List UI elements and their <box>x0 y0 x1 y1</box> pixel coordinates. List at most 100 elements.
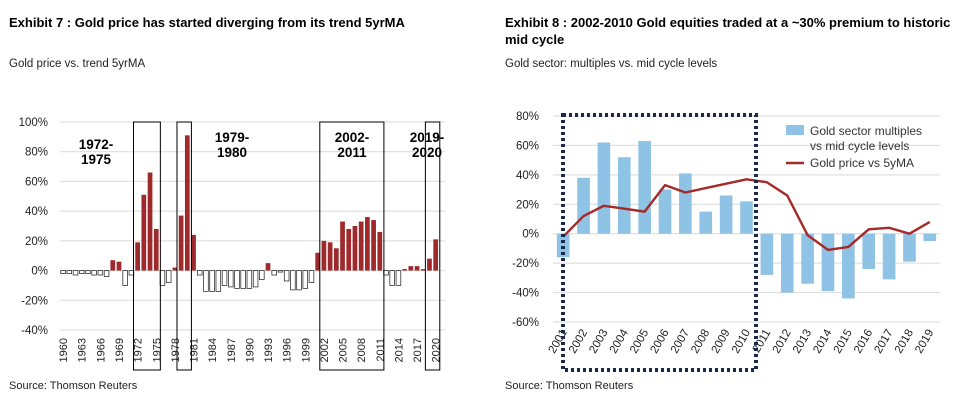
right-bar <box>658 189 672 234</box>
left-y-tick-label: 80% <box>25 147 48 159</box>
left-bar <box>197 270 203 276</box>
right-y-tick-label: -20% <box>512 258 539 270</box>
left-bar <box>365 217 370 271</box>
left-period-box <box>133 121 161 371</box>
right-bar <box>679 173 692 234</box>
left-x-tick-label: 1987 <box>226 338 238 362</box>
left-bar <box>302 270 308 289</box>
left-bar <box>265 263 271 271</box>
left-bar <box>72 270 79 276</box>
right-bar <box>556 233 570 258</box>
left-bar <box>433 239 439 271</box>
left-x-tick-label: 2011 <box>375 338 387 362</box>
right-bar <box>597 142 611 234</box>
left-bar <box>271 270 277 276</box>
left-x-tick-label: 1981 <box>189 338 201 362</box>
left-period-label: 1979- <box>215 130 250 145</box>
left-period-label: 1975 <box>81 152 112 167</box>
right-source: Source: Thomson Reuters <box>505 380 634 392</box>
left-x-tick-label: 1993 <box>263 338 275 362</box>
right-bar <box>862 233 876 270</box>
left-bar <box>85 270 91 274</box>
right-y-tick-label: 40% <box>516 170 539 182</box>
left-bar <box>191 234 196 271</box>
left-bar <box>165 270 172 283</box>
right-x-tick-label: 2001 <box>547 328 570 356</box>
left-bar <box>308 270 315 283</box>
left-x-tick-label: 2017 <box>412 338 424 362</box>
right-bar <box>760 233 774 275</box>
left-chart-subtitle: Gold price vs. trend 5yrMA <box>9 58 146 70</box>
left-bar <box>252 270 259 288</box>
left-bar <box>66 270 73 274</box>
left-x-tick-label: 1972 <box>133 338 145 362</box>
left-bar <box>234 270 240 289</box>
left-period-label: 2002- <box>335 130 370 145</box>
left-bar <box>389 270 395 286</box>
right-y-tick-label: 80% <box>516 111 539 123</box>
right-chart: -60%-40%-20%0%20%40%60%80%20012002200320… <box>512 111 940 372</box>
left-bar <box>184 135 190 271</box>
left-bar <box>147 172 153 271</box>
left-period-box <box>176 121 192 371</box>
left-bar <box>91 270 97 276</box>
right-bar <box>577 177 590 234</box>
right-bar <box>842 233 855 299</box>
left-bar <box>203 270 209 292</box>
right-x-tick-label: 2003 <box>587 328 610 356</box>
left-bar <box>358 221 364 271</box>
left-bar <box>240 270 246 289</box>
left-bar <box>327 242 333 271</box>
right-y-tick-label: 60% <box>516 140 539 152</box>
right-bar <box>801 233 814 284</box>
right-legend-bar-swatch <box>786 125 804 135</box>
left-bar <box>315 252 321 271</box>
left-y-tick-label: 0% <box>31 266 48 278</box>
left-x-tick-label: 2008 <box>356 338 368 362</box>
left-x-tick-label: 2005 <box>338 338 350 362</box>
right-x-tick-label: 2008 <box>689 328 712 356</box>
left-chart: -40% -20% 0% 20% 40% 60% 80% 100% 1960 1963 1966 19… <box>19 117 445 371</box>
left-x-tick-label: 1996 <box>282 338 294 362</box>
right-highlight-box <box>561 113 758 372</box>
left-bar <box>420 269 426 271</box>
right-bar <box>882 233 896 280</box>
right-legend-line-label: Gold price vs 5yMA <box>810 156 914 170</box>
left-bar <box>377 231 383 271</box>
right-chart-title: Exhibit 8 : 2002-2010 Gold equities trad… <box>505 15 951 47</box>
left-period-label: 2019- <box>410 130 445 145</box>
left-bar <box>103 270 110 277</box>
left-period-label: 1980 <box>217 145 247 160</box>
left-panel: Exhibit 7 : Gold price has started diver… <box>9 15 445 392</box>
left-y-tick-label: -40% <box>21 325 48 337</box>
right-x-tick-label: 2012 <box>771 328 794 356</box>
left-y-tick-label: 20% <box>25 236 48 248</box>
left-bar <box>371 220 376 271</box>
left-bar <box>290 270 296 291</box>
right-bar <box>699 211 713 234</box>
right-bar <box>780 233 794 293</box>
left-chart-title: Exhibit 7 : Gold price has started diver… <box>9 15 405 30</box>
left-bar <box>395 270 402 286</box>
left-x-tick-label: 1966 <box>95 338 107 362</box>
right-panel: Exhibit 8 : 2002-2010 Gold equities trad… <box>503 0 965 402</box>
left-period-label: 1972- <box>79 137 114 152</box>
left-y-tick-label: -20% <box>21 295 48 307</box>
left-bar <box>221 270 228 286</box>
left-bar <box>333 248 339 271</box>
right-x-tick-label: 2002 <box>567 328 590 356</box>
left-x-tick-label: 2014 <box>393 338 405 362</box>
right-legend-bar-label-line1: Gold sector multiples <box>810 124 922 138</box>
left-bar <box>408 266 414 271</box>
left-x-tick-label: 2002 <box>319 338 331 362</box>
left-period-label: 2011 <box>337 145 367 160</box>
left-x-tick-label: 2020 <box>431 338 443 362</box>
left-x-tick-label: 1960 <box>58 338 70 362</box>
left-bar <box>277 270 284 273</box>
right-legend-bar-label-line2: vs mid cycle levels <box>810 139 909 153</box>
left-bar <box>427 258 432 271</box>
left-bar <box>122 270 128 286</box>
right-chart-subtitle: Gold sector: multiples vs. mid cycle lev… <box>505 58 718 70</box>
right-bar <box>638 141 651 234</box>
left-bar <box>321 240 327 271</box>
